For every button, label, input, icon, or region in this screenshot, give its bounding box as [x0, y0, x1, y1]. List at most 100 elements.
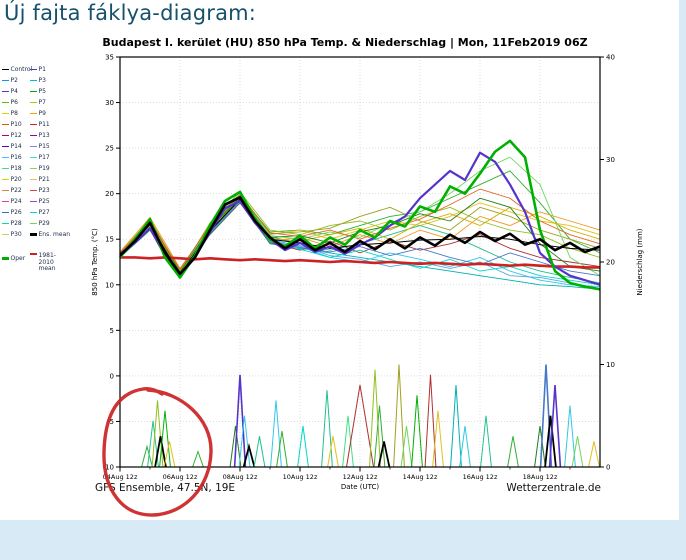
content-panel	[0, 0, 679, 520]
legend-item: P13	[30, 130, 62, 141]
legend-label: P9	[38, 110, 46, 117]
page-title: Új fajta fáklya-diagram:	[4, 1, 257, 25]
legend-label: 1981-2010 mean	[38, 252, 56, 272]
legend-label: P5	[38, 88, 46, 95]
legend-line-swatch	[2, 222, 9, 225]
legend-item: P23	[30, 185, 62, 196]
chart-title: Budapest I. kerület (HU) 850 hPa Temp. &…	[102, 36, 588, 49]
legend-line-swatch	[2, 68, 9, 71]
legend-label: P1	[38, 66, 46, 73]
legend-label: P16	[10, 154, 22, 161]
legend-label: P24	[10, 198, 22, 205]
legend-line-swatch	[30, 134, 37, 137]
legend-line-swatch	[2, 200, 9, 203]
legend-line-swatch	[30, 112, 37, 115]
legend-line-swatch	[2, 112, 9, 115]
legend-item: P30	[2, 229, 30, 240]
legend-item: P29	[30, 218, 62, 229]
legend-item: P26	[2, 207, 30, 218]
legend-label: P13	[38, 132, 50, 139]
legend-line-swatch	[2, 134, 9, 137]
legend-label: P2	[10, 77, 18, 84]
legend-item: P10	[2, 119, 30, 130]
legend-line-swatch	[2, 145, 9, 148]
legend-label: Oper	[10, 255, 26, 262]
legend-label: P3	[38, 77, 46, 84]
legend-label: P30	[10, 231, 22, 238]
legend-label: P10	[10, 121, 22, 128]
legend-item: P12	[2, 130, 30, 141]
legend-label: P17	[38, 154, 50, 161]
legend-label: P20	[10, 176, 22, 183]
legend-item: Ens. mean	[30, 229, 70, 240]
legend-item: P5	[30, 86, 62, 97]
legend-line-swatch	[30, 178, 37, 181]
legend-label: P25	[38, 198, 50, 205]
legend-item: P25	[30, 196, 62, 207]
legend-line-swatch	[2, 123, 9, 126]
legend-item: P8	[2, 108, 30, 119]
legend-item: P17	[30, 152, 62, 163]
legend-label: P14	[10, 143, 22, 150]
legend-line-swatch	[30, 189, 37, 192]
legend-line-swatch	[2, 178, 9, 181]
legend-line-swatch	[2, 101, 9, 104]
legend-line-swatch	[2, 167, 9, 170]
legend-label: P22	[10, 187, 22, 194]
legend-line-swatch	[30, 167, 37, 170]
legend-label: P8	[10, 110, 18, 117]
legend-item: Oper	[2, 253, 30, 264]
legend-label: P21	[38, 176, 50, 183]
legend-line-swatch	[2, 79, 9, 82]
legend-item: P22	[2, 185, 30, 196]
legend-item: P7	[30, 97, 62, 108]
chart-caption-source: Wetterzentrale.de	[506, 482, 601, 494]
legend-label: P26	[10, 209, 22, 216]
legend-label: P11	[38, 121, 50, 128]
legend-item: P11	[30, 119, 62, 130]
legend-item: P18	[2, 163, 30, 174]
legend-line-swatch	[2, 156, 9, 159]
legend-line-swatch	[30, 253, 37, 255]
legend-item: P28	[2, 218, 30, 229]
legend-line-swatch	[2, 211, 9, 214]
legend-item: P6	[2, 97, 30, 108]
legend-line-swatch	[2, 189, 9, 192]
legend-label: P7	[38, 99, 46, 106]
legend-line-swatch	[2, 233, 9, 236]
legend-label: Ens. mean	[38, 231, 71, 238]
legend-label: P23	[38, 187, 50, 194]
legend-line-swatch	[2, 90, 9, 93]
legend-item: P1	[30, 64, 62, 75]
legend-item: P14	[2, 141, 30, 152]
legend-label: Control	[10, 66, 33, 73]
legend-item: P27	[30, 207, 62, 218]
legend-line-swatch	[30, 156, 37, 159]
legend-line-swatch	[30, 68, 37, 71]
legend-label: P4	[10, 88, 18, 95]
legend-item: P16	[2, 152, 30, 163]
legend-label: P15	[38, 143, 50, 150]
legend-item: P4	[2, 86, 30, 97]
legend-item: Control	[2, 64, 33, 75]
legend-line-swatch	[30, 211, 37, 214]
legend-label: P6	[10, 99, 18, 106]
legend-item: P3	[30, 75, 62, 86]
legend-item: P9	[30, 108, 62, 119]
legend-line-swatch	[30, 222, 37, 225]
legend-label: P19	[38, 165, 50, 172]
legend-line-swatch	[2, 257, 9, 260]
legend-item: P21	[30, 174, 62, 185]
legend-item: P15	[30, 141, 62, 152]
legend-line-swatch	[30, 101, 37, 104]
legend-item: P24	[2, 196, 30, 207]
legend-line-swatch	[30, 233, 37, 236]
legend-item: 1981-2010 mean	[30, 252, 62, 273]
legend-label: P18	[10, 165, 22, 172]
legend-line-swatch	[30, 79, 37, 82]
legend-line-swatch	[30, 123, 37, 126]
legend-item: P20	[2, 174, 30, 185]
legend-label: P27	[38, 209, 50, 216]
legend-label: P12	[10, 132, 22, 139]
